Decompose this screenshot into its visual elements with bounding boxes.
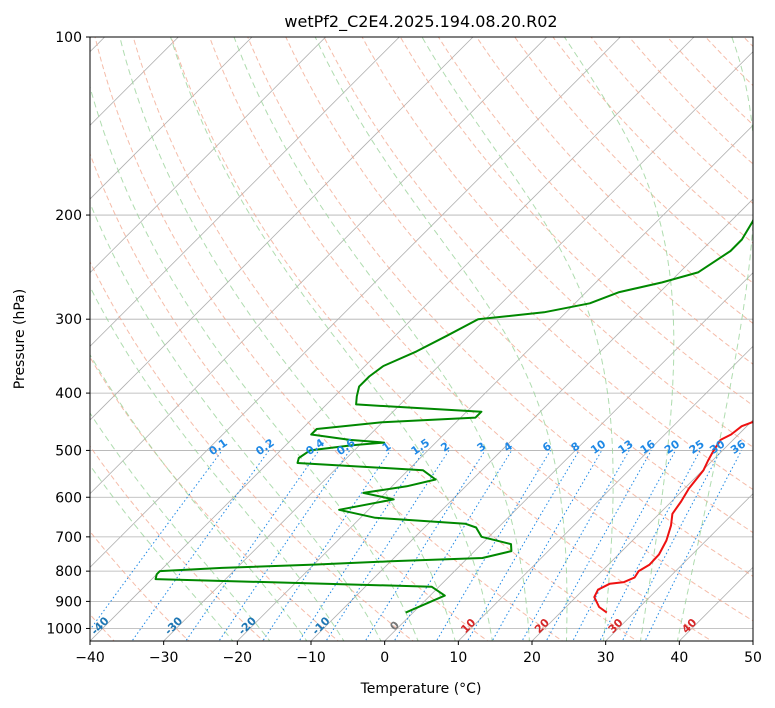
plot-frame (89, 36, 754, 642)
moist-adiabat (90, 202, 382, 641)
moist-adiabat (90, 85, 419, 641)
dry-adiabat (437, 37, 753, 365)
x-tick-label: 10 (449, 650, 467, 666)
isotherm-line (90, 37, 253, 200)
x-axis-label: Temperature (°C) (360, 681, 482, 697)
moist-adiabat (676, 37, 753, 641)
isotherm-line (90, 37, 400, 347)
mixing-ratio-line (218, 450, 351, 641)
x-tick-label: 30 (597, 650, 615, 666)
y-tick-label: 400 (55, 386, 82, 402)
background-grid (90, 37, 753, 641)
mixing-ratio-line (185, 450, 320, 641)
dry-adiabat (285, 37, 753, 534)
dry-adiabat (90, 260, 414, 641)
moist-adiabat (90, 285, 345, 641)
mixing-ratio-line (298, 450, 425, 641)
x-tick-label: −20 (223, 650, 253, 666)
y-tick-label: 1000 (46, 621, 82, 637)
x-axis: −40 −30 −20 −10 0 10 20 30 40 50 (75, 641, 762, 666)
dry-adiabat (208, 37, 753, 622)
dry-adiabat (90, 530, 190, 641)
moist-adiabat (314, 37, 568, 641)
y-tick-label: 900 (55, 594, 82, 610)
dry-adiabat (94, 37, 564, 641)
y-tick-label: 600 (55, 490, 82, 506)
moist-adiabat (119, 37, 456, 641)
y-tick-label: 200 (55, 208, 82, 224)
isotherm-line (163, 51, 753, 641)
sounding-series (154, 218, 753, 614)
isotherm-line (236, 124, 753, 641)
moist-adiabat (90, 353, 308, 641)
mixing-ratio-line (90, 450, 223, 631)
mixing-ratio-line (435, 450, 552, 641)
isotherm-line (531, 419, 753, 641)
mixing-ratio-line (545, 450, 652, 641)
dry-adiabat (323, 37, 753, 491)
dry-adiabat (90, 152, 489, 641)
isotherm-line (752, 640, 753, 641)
y-tick-label: 100 (55, 30, 82, 46)
dry-adiabat (247, 37, 753, 577)
moist-adiabat (90, 412, 271, 641)
isotherm-line (90, 37, 548, 495)
isotherm-line (90, 37, 327, 274)
moist-adiabat (421, 37, 614, 641)
dry-adiabat-label: -50 (15, 614, 38, 637)
isotherm-line (90, 37, 474, 421)
isotherm-line (457, 345, 753, 641)
mixing-ratio-line (599, 450, 701, 641)
mixing-ratio-line (364, 450, 486, 641)
x-tick-label: 0 (380, 650, 389, 666)
isotherm-line (605, 493, 753, 641)
isotherm-line (384, 272, 753, 641)
moist-adiabat (563, 37, 675, 641)
y-tick-label: 700 (55, 530, 82, 546)
temperature-profile (593, 420, 753, 614)
dry-adiabat (90, 356, 340, 641)
y-axis-label: Pressure (hPa) (12, 289, 28, 389)
chart-title: wetPf2_C2E4.2025.194.08.20.R02 (284, 12, 557, 32)
mixing-ratio-line (131, 450, 270, 641)
mixing-ratio-line (325, 450, 450, 641)
isotherm-line (90, 37, 621, 568)
moist-adiabat (170, 37, 493, 641)
moist-adiabat (233, 37, 530, 641)
mixing-ratio-line (621, 450, 722, 641)
y-tick-label: 500 (55, 443, 82, 459)
dry-adiabat (361, 37, 753, 448)
y-tick-label: 800 (55, 564, 82, 580)
dry-adiabat (170, 37, 713, 641)
x-tick-label: 40 (670, 650, 688, 666)
mixing-ratio-line (262, 450, 391, 641)
x-tick-label: −40 (75, 650, 105, 666)
isotherm-line (90, 37, 695, 641)
x-tick-label: 50 (744, 650, 762, 666)
isotherm-line (310, 198, 753, 641)
moist-adiabat (90, 464, 234, 641)
dry-adiabat (132, 37, 638, 641)
x-tick-label: 20 (523, 650, 541, 666)
plot-background (90, 37, 753, 641)
dewpoint-profile (154, 218, 753, 614)
y-axis: 100 200 300 400 500 600 700 800 900 1000 (46, 30, 90, 637)
x-tick-label: −10 (296, 650, 326, 666)
mixing-ratio-line (572, 450, 676, 641)
x-tick-label: −30 (149, 650, 179, 666)
mixing-ratio-line (393, 450, 513, 641)
y-tick-label: 300 (55, 312, 82, 328)
mixing-ratio-line (466, 450, 580, 641)
